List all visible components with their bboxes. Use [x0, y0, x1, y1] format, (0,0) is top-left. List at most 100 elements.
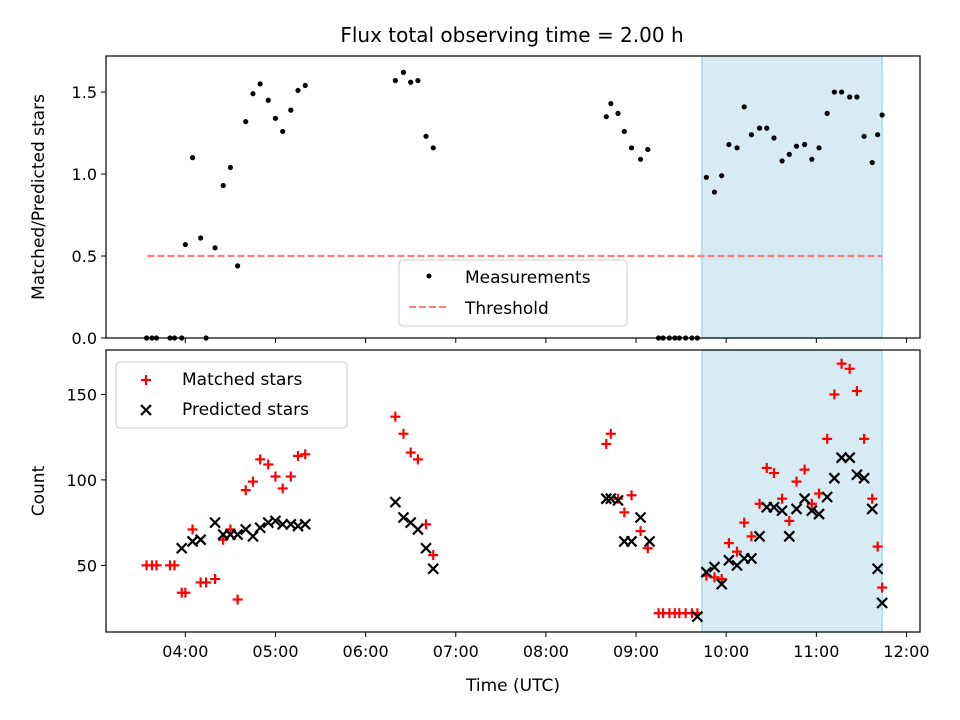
predicted-point-b	[239, 523, 252, 536]
predicted-point	[194, 533, 207, 546]
top-legend: Measurements Threshold	[398, 259, 628, 327]
matched-point	[799, 464, 810, 475]
measurement-point	[430, 145, 436, 151]
matched-point	[255, 454, 266, 465]
measurement-point	[854, 94, 860, 100]
measurement-point	[779, 158, 785, 164]
matched-point	[300, 449, 311, 460]
top-legend-box	[398, 259, 628, 327]
predicted-point-b	[708, 561, 721, 573]
bottom-observing-window-shade	[701, 349, 883, 633]
predicted-point-b	[813, 508, 825, 520]
measurement-point	[703, 174, 709, 180]
predicted-point	[768, 501, 780, 514]
measurement-point	[628, 145, 635, 151]
legend-x-glyph	[140, 404, 152, 416]
predicted-point-b	[745, 552, 758, 565]
predicted-point	[397, 511, 410, 524]
measurement-point	[220, 182, 226, 189]
top-axes-frame	[105, 55, 921, 339]
predicted-point-b	[700, 566, 713, 578]
bottom-y-axis-label: Count	[29, 465, 49, 516]
predicted-point	[231, 528, 244, 541]
p1-ytick-label: 50	[77, 556, 97, 575]
measurement-point	[288, 107, 294, 113]
matched-point	[822, 433, 833, 444]
predicted-point-b	[299, 518, 311, 531]
matched-point	[851, 386, 862, 397]
matched-point	[293, 450, 304, 461]
predicted-point-b	[194, 533, 207, 546]
predicted-point-b	[600, 492, 613, 505]
bottom-legend: Matched stars Predicted stars	[115, 361, 348, 429]
measurement-point	[243, 118, 249, 125]
predicted-point-b	[851, 468, 863, 481]
measurement-point	[198, 235, 204, 241]
predicted-point	[776, 504, 788, 517]
predicted-point-b	[404, 516, 417, 529]
predicted-point	[175, 542, 188, 555]
measurement-point	[741, 104, 747, 110]
predicted-point	[828, 472, 841, 484]
predicted-point	[389, 496, 402, 508]
measurement-point	[423, 133, 429, 139]
measurement-point	[400, 69, 407, 75]
predicted-point	[851, 468, 863, 481]
matched-point	[405, 447, 416, 458]
matched-point	[613, 493, 624, 504]
matched-point	[723, 538, 734, 549]
predicted-stars-series	[175, 451, 888, 623]
measurement-point	[847, 94, 853, 100]
predicted-point-b	[866, 503, 879, 515]
predicted-point	[427, 562, 440, 575]
matched-point	[151, 560, 162, 571]
matched-point	[777, 493, 788, 504]
predicted-point	[700, 566, 713, 578]
predicted-point-b	[254, 521, 266, 534]
predicted-point-b	[175, 542, 188, 555]
matched-point	[829, 389, 840, 400]
predicted-point-b	[292, 520, 304, 532]
measurement-point	[615, 110, 621, 116]
measurement-point	[809, 156, 815, 162]
matched-point	[412, 454, 423, 465]
predicted-point-b	[634, 511, 647, 524]
predicted-point	[871, 562, 884, 575]
predicted-point	[612, 494, 624, 507]
matched-point	[240, 485, 251, 496]
p0-ytick-label: 0.0	[72, 329, 97, 348]
predicted-point	[600, 492, 613, 505]
legend-matched-marker	[141, 375, 151, 385]
xtick-label: 12:00	[883, 642, 929, 661]
matched-point	[877, 582, 888, 593]
matched-point	[263, 459, 274, 470]
matched-point	[844, 363, 855, 374]
predicted-point-b	[625, 535, 638, 548]
measurement-point	[608, 100, 614, 107]
matched-point	[619, 507, 630, 518]
predicted-point-b	[768, 501, 780, 514]
predicted-point-b	[420, 542, 432, 555]
predicted-point	[798, 492, 811, 505]
predicted-point	[753, 530, 766, 543]
predicted-point-b	[871, 562, 884, 575]
predicted-point-b	[231, 528, 244, 541]
predicted-point-b	[806, 504, 818, 517]
predicted-point-b	[269, 515, 282, 527]
legend-predicted-marker	[140, 404, 152, 416]
xtick-label: 08:00	[523, 642, 569, 661]
measurement-point	[734, 145, 740, 151]
predicted-point	[412, 523, 424, 536]
measurement-point	[802, 141, 808, 148]
xtick-label: 04:00	[162, 642, 208, 661]
legend-x-glyph-b	[140, 404, 152, 416]
predicted-point-b	[858, 472, 870, 484]
measurement-point	[637, 156, 644, 162]
figure-title: Flux total observing time = 2.00 h	[340, 23, 683, 47]
matched-point	[390, 411, 401, 422]
matched-point	[746, 531, 757, 542]
measurement-point	[764, 125, 770, 131]
measurement-point	[816, 145, 822, 151]
matched-point	[716, 574, 727, 585]
